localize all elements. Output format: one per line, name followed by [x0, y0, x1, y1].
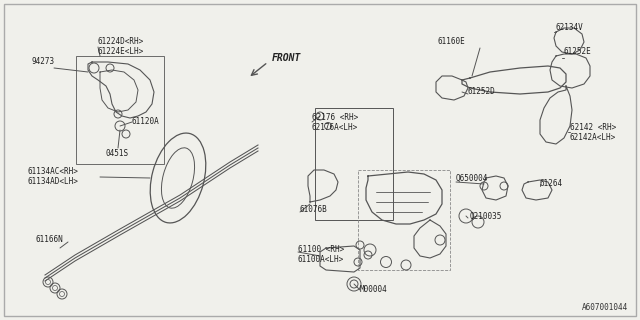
Text: 62176A<LH>: 62176A<LH>	[312, 124, 358, 132]
Text: Q210035: Q210035	[470, 212, 502, 220]
Text: 61160E: 61160E	[438, 37, 466, 46]
Bar	[315, 108, 393, 220]
Text: 61224E<LH>: 61224E<LH>	[98, 47, 144, 57]
Bar	[76, 56, 164, 164]
Text: 61166N: 61166N	[35, 236, 63, 244]
Text: 61252E: 61252E	[564, 47, 592, 57]
Text: 0451S: 0451S	[105, 148, 128, 157]
Bar	[358, 170, 450, 270]
Text: 61100 <RH>: 61100 <RH>	[298, 245, 344, 254]
Text: FRONT: FRONT	[272, 53, 301, 63]
Text: 94273: 94273	[32, 58, 55, 67]
Text: 61134AC<RH>: 61134AC<RH>	[28, 167, 79, 177]
Text: 61224D<RH>: 61224D<RH>	[98, 37, 144, 46]
Text: Q650004: Q650004	[456, 173, 488, 182]
Text: 61120A: 61120A	[132, 117, 160, 126]
Text: A607001044: A607001044	[582, 303, 628, 312]
Text: 62142A<LH>: 62142A<LH>	[570, 133, 616, 142]
Text: 62176 <RH>: 62176 <RH>	[312, 114, 358, 123]
Text: 61252D: 61252D	[468, 87, 496, 97]
Text: 61076B: 61076B	[300, 205, 328, 214]
Text: 62142 <RH>: 62142 <RH>	[570, 124, 616, 132]
Text: 61134AD<LH>: 61134AD<LH>	[28, 178, 79, 187]
Text: 61100A<LH>: 61100A<LH>	[298, 255, 344, 265]
Text: 62134V: 62134V	[556, 23, 584, 33]
Text: M00004: M00004	[360, 285, 388, 294]
Text: 61264: 61264	[540, 180, 563, 188]
